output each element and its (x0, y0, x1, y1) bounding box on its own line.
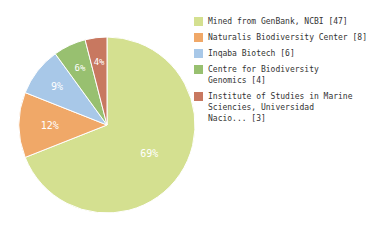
svg-text:4%: 4% (94, 57, 105, 67)
html-text:Genomics [4]: Genomics [4] (208, 76, 266, 85)
html-text:Nacio... [3]: Nacio... [3] (208, 114, 266, 123)
html-text:Centre for Biodiversity: Centre for Biodiversity (208, 65, 319, 74)
html-text:Sciencies, Universidad: Sciencies, Universidad (208, 103, 314, 112)
svg-text:69%: 69% (140, 148, 158, 159)
svg-text:12%: 12% (41, 120, 59, 131)
html-text:Institute of Studies in Marine: Institute of Studies in Marine (208, 92, 353, 101)
html-text:Mined from GenBank, NCBI [47]: Mined from GenBank, NCBI [47] (208, 17, 348, 26)
html-text:Naturalis Biodiversity Center: Naturalis Biodiversity Center [8] (208, 33, 367, 42)
svg-text:9%: 9% (51, 81, 63, 92)
html-text:Inqaba Biotech [6]: Inqaba Biotech [6] (208, 49, 295, 58)
svg-text:6%: 6% (75, 63, 86, 73)
